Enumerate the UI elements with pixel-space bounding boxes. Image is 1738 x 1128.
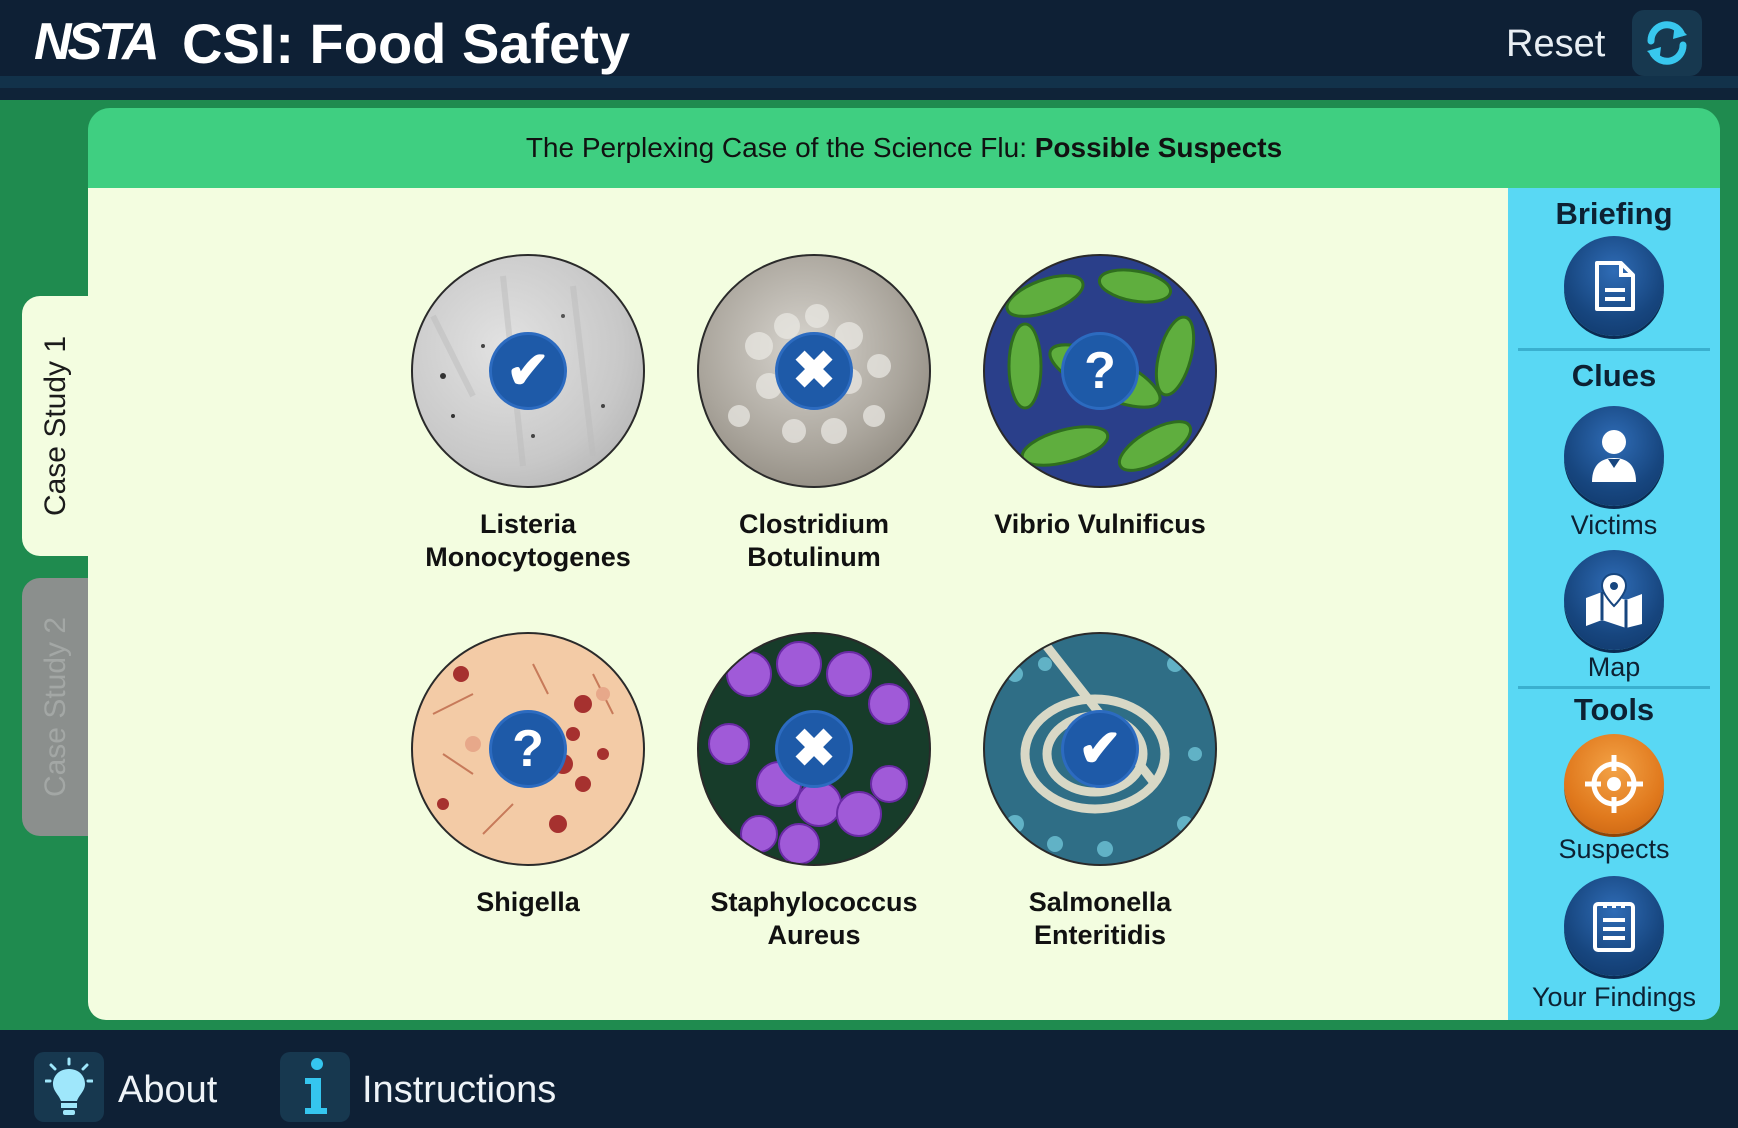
suspect-card-salmonella[interactable]: ✔ Salmonella Enteritidis	[950, 632, 1250, 952]
ruled-out-x-icon: ✖	[775, 332, 853, 410]
map-button[interactable]	[1564, 550, 1664, 650]
tab-label: Case Study 2	[39, 616, 72, 798]
suspect-card-shigella[interactable]: ? Shigella	[378, 632, 678, 919]
clues-heading: Clues	[1571, 358, 1657, 393]
tab-case-study-1[interactable]: Case Study 1	[22, 296, 90, 556]
suspect-image: ✔	[983, 632, 1217, 866]
your-findings-label: Your Findings	[1531, 982, 1697, 1012]
clipboard-icon	[1593, 902, 1635, 952]
victims-button[interactable]	[1564, 406, 1664, 506]
suspect-card-vibrio[interactable]: ? Vibrio Vulnificus	[950, 254, 1250, 541]
crosshair-icon	[1585, 755, 1643, 813]
ruled-out-x-icon: ✖	[775, 710, 853, 788]
suspect-name: Salmonella Enteritidis	[1028, 887, 1172, 950]
confirmed-check-icon: ✔	[1061, 710, 1139, 788]
case-title: The Perplexing Case of the Science Flu:	[525, 132, 1035, 163]
victims-label: Victims	[1570, 510, 1658, 540]
suspect-name: Shigella	[476, 887, 580, 917]
tools-heading: Tools	[1573, 692, 1655, 727]
app-footer: About Instructions	[0, 1030, 1738, 1128]
suspect-name: Listeria Monocytogenes	[425, 509, 631, 572]
unknown-question-icon: ?	[1061, 332, 1139, 410]
map-pin-icon	[1586, 572, 1642, 628]
instructions-label[interactable]: Instructions	[362, 1069, 557, 1111]
suspect-image: ?	[411, 632, 645, 866]
lightbulb-icon	[45, 1057, 93, 1115]
app-header: NSTA CSI: Food Safety Reset	[0, 0, 1738, 88]
about-button[interactable]	[34, 1052, 104, 1122]
tab-case-study-2[interactable]: Case Study 2	[22, 578, 90, 836]
reset-button[interactable]	[1632, 10, 1702, 76]
divider	[1518, 686, 1710, 689]
reset-label[interactable]: Reset	[1506, 23, 1606, 65]
suspect-image: ✖	[697, 254, 931, 488]
unknown-question-icon: ?	[489, 710, 567, 788]
briefing-heading: Briefing	[1555, 196, 1673, 231]
briefing-button[interactable]	[1564, 236, 1664, 336]
case-section-title: Possible Suspects	[1034, 132, 1283, 163]
sidebar: Briefing Clues Victims Map Tools	[1508, 188, 1720, 1020]
your-findings-button[interactable]	[1564, 876, 1664, 976]
suspect-card-listeria[interactable]: ✔ Listeria Monocytogenes	[378, 254, 678, 574]
suspect-card-clostridium[interactable]: ✖ Clostridium Botulinum	[664, 254, 964, 574]
app-title: CSI: Food Safety	[182, 12, 631, 75]
info-icon	[305, 1058, 327, 1114]
suspects-panel: ✔ Listeria Monocytogenes ✖ Clostridium Bot…	[88, 188, 1508, 1020]
map-label: Map	[1587, 652, 1641, 682]
suspects-button[interactable]	[1564, 734, 1664, 834]
suspect-name: Staphylococcus Aureus	[710, 887, 918, 950]
person-icon	[1592, 430, 1636, 482]
about-label[interactable]: About	[118, 1069, 218, 1111]
suspect-name: Clostridium Botulinum	[738, 509, 889, 572]
divider	[1518, 348, 1710, 351]
nsta-logo: NSTA	[34, 13, 160, 71]
suspect-image: ✔	[411, 254, 645, 488]
suspects-label: Suspects	[1558, 834, 1670, 864]
suspect-image: ✖	[697, 632, 931, 866]
refresh-icon	[1647, 21, 1687, 65]
document-icon	[1595, 261, 1635, 311]
confirmed-check-icon: ✔	[489, 332, 567, 410]
tab-label: Case Study 1	[39, 335, 72, 517]
instructions-button[interactable]	[280, 1052, 350, 1122]
case-title-bar: The Perplexing Case of the Science Flu: …	[88, 108, 1720, 188]
suspect-card-staphylococcus[interactable]: ✖ Staphylococcus Aureus	[664, 632, 964, 952]
suspect-name: Vibrio Vulnificus	[994, 509, 1206, 539]
suspect-image: ?	[983, 254, 1217, 488]
